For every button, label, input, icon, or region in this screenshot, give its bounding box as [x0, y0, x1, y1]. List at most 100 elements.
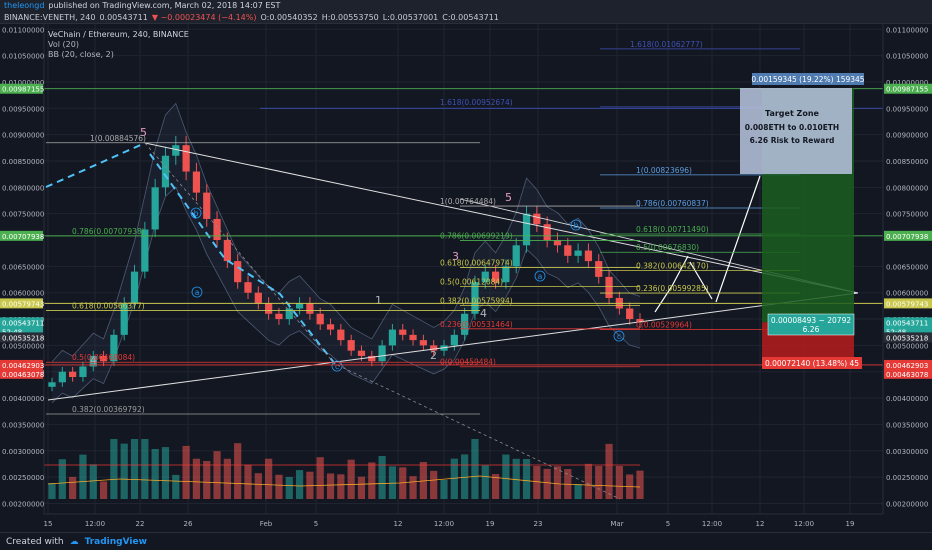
author-name[interactable]: theleongd	[4, 1, 45, 10]
symbol-label: BINANCE:VENETH, 240	[4, 13, 96, 22]
volume-bars	[44, 439, 644, 499]
fib-right-label: 0.236(0.00599285)	[636, 284, 709, 293]
candle-body	[595, 261, 603, 277]
tradingview-brand[interactable]: TradingView	[84, 536, 147, 547]
fib-mid-label: 0.236(0.00531464)	[440, 320, 513, 329]
fib-right-label: 1.618(0.01062777)	[630, 40, 703, 49]
y-tick-right: 0.00500000	[886, 342, 928, 350]
x-tick: 5	[666, 520, 670, 528]
price-tag-bg-left	[0, 230, 43, 241]
volume-bar	[192, 458, 201, 499]
candle-body	[254, 292, 262, 304]
x-tick: 19	[486, 520, 495, 528]
price-chart[interactable]: 5 5 3 4 1 4 2 b a c b a c 1(0.00884576) 0.786(0.00707…	[0, 24, 932, 532]
mid-tag-bg	[767, 313, 855, 336]
publish-info: published on TradingView.com, March 02, …	[48, 1, 281, 10]
price-tag-bg-left	[0, 317, 43, 328]
price-tag-bg-left	[0, 359, 43, 370]
candle-body	[234, 261, 242, 283]
candle-body	[213, 218, 221, 241]
volume-bar	[316, 457, 324, 499]
y-tick-right: 0.00900000	[886, 132, 928, 140]
price-tag-bg-left	[0, 298, 43, 309]
candle-body	[161, 155, 170, 188]
wave-dash-2	[149, 153, 336, 365]
candle-body	[223, 240, 231, 262]
price-tag-right: 0.00462903	[886, 362, 928, 370]
volume-bar	[533, 466, 541, 499]
high-value: H:0.00553750	[321, 13, 379, 22]
x-tick: 12:00	[702, 520, 722, 528]
wave-circle	[534, 270, 546, 282]
y-tick-right: 0.00950000	[886, 105, 928, 113]
volume-bar	[285, 476, 293, 499]
volume-bar	[553, 466, 562, 499]
candle-body	[388, 329, 397, 346]
y-tick-left: 0.00800000	[2, 184, 44, 192]
volume-bar	[512, 458, 520, 499]
volume-bar	[461, 454, 469, 499]
fib-left-label: 1(0.00884576)	[90, 134, 146, 143]
wave-circle-label: b	[194, 209, 199, 218]
candle-body	[172, 145, 180, 156]
volume-bar	[347, 459, 355, 499]
volume-bar	[234, 443, 242, 499]
candle-body	[337, 329, 345, 341]
candle-body	[130, 271, 139, 304]
price-tag-bg	[884, 326, 932, 337]
candle-body	[203, 192, 211, 219]
loss-tag: 0.00072140 (13.48%) 45	[765, 359, 859, 368]
candle-body	[182, 145, 190, 172]
candle-body	[58, 371, 66, 383]
x-tick: 12:00	[794, 520, 814, 528]
price-tag-right: 0.00579743	[886, 300, 928, 308]
price-tag-left: 0.00543711	[2, 319, 44, 327]
profit-tag: 0.00159345 (19.22%) 159345	[751, 75, 864, 84]
open-value: O:0.00540352	[260, 13, 318, 22]
candle-body	[450, 334, 458, 346]
price-tag-bg	[884, 298, 932, 309]
y-tick-right: 0.00850000	[886, 158, 928, 166]
fib-left-label: 0.5(0.00468084)	[72, 353, 135, 362]
candle-body	[326, 324, 335, 330]
target-zone-range: 0.008ETH to 0.010ETH	[745, 123, 839, 132]
y-tick-left: 0.00650000	[2, 263, 44, 271]
y-tick-left: 0.00900000	[2, 132, 44, 140]
profit-tag-bg	[752, 73, 864, 85]
price-tag-bg	[884, 317, 932, 328]
candle-body	[533, 213, 541, 225]
volume-bar	[368, 462, 376, 499]
wave-circle-label: c	[335, 362, 339, 371]
tradingview-logo-icon: ☁	[69, 536, 79, 547]
wave-label: 5	[140, 126, 147, 139]
fib-mid-label: 0.5(0.00612084)	[440, 277, 503, 286]
volume-bar	[491, 474, 500, 499]
last-price: 0.00543711	[99, 13, 148, 22]
right-axis-bg	[883, 24, 932, 514]
upper-trendline	[144, 142, 859, 294]
volume-bar	[409, 476, 417, 499]
x-tick: Feb	[260, 520, 273, 528]
volume-bar	[89, 464, 97, 499]
price-tag-bg-left	[0, 332, 43, 343]
wave-label: 2	[430, 349, 437, 362]
price-tag-right: 0.00707938	[886, 233, 928, 241]
y-tick-right: 0.00400000	[886, 395, 928, 403]
fib-left-label: 0.618(0.00566377)	[72, 301, 145, 310]
bb-lower	[51, 186, 641, 403]
candle-body	[502, 266, 510, 283]
volume-bar	[244, 464, 252, 499]
candle-body	[368, 355, 376, 362]
mid-tag-line2: 6.26	[803, 325, 820, 334]
x-tick: 22	[136, 520, 145, 528]
fib-mid-label: 0.382(0.00575994)	[440, 296, 513, 305]
candle-body	[99, 355, 108, 362]
volume-bar	[430, 470, 438, 499]
wave-label: 3	[452, 250, 459, 263]
candle-body	[110, 334, 118, 362]
candle-body	[89, 355, 97, 367]
volume-bar	[141, 439, 149, 499]
candle-body	[151, 187, 159, 230]
volume-bar	[450, 458, 458, 499]
price-tag-right: 0.00543711	[886, 319, 928, 327]
